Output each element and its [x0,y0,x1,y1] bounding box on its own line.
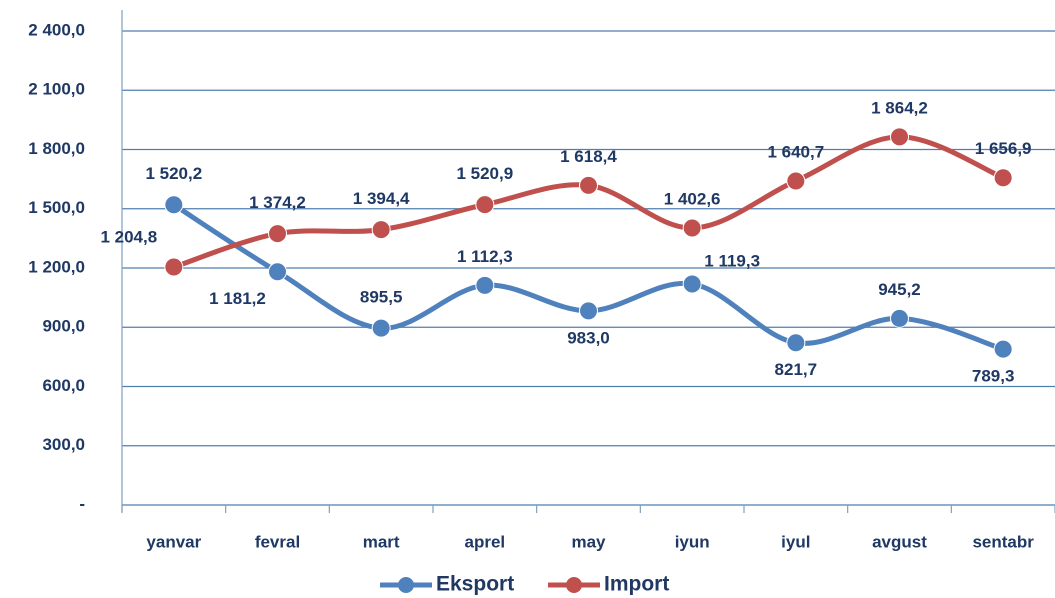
data-label: 895,5 [360,288,403,307]
data-label: 945,2 [878,280,921,299]
x-tick-label: yanvar [146,532,201,551]
data-label: 1 864,2 [871,98,928,117]
legend-label: Import [604,573,669,596]
legend-marker [566,577,582,593]
point [890,127,909,147]
point [786,171,806,191]
y-tick-label: 2 400,0 [28,20,85,39]
point [371,220,391,240]
data-label: 1 374,2 [249,193,306,212]
x-tick-label: fevral [255,532,300,551]
point [268,224,287,244]
data-label: 1 181,2 [209,289,266,308]
point [993,168,1013,188]
point [682,274,702,294]
y-tick-label: 900,0 [42,317,85,336]
y-tick-label: 600,0 [42,376,85,395]
point [164,195,184,215]
x-tick-label: sentabr [972,532,1034,551]
data-label: 1 112,3 [457,247,513,266]
data-label: 1 520,9 [456,164,513,183]
data-label: 1 640,7 [767,142,824,161]
x-tick-label: iyun [675,532,710,551]
x-tick-label: aprel [465,532,506,551]
data-label: 1 520,2 [145,164,202,183]
point [164,257,184,277]
data-label: 1 656,9 [975,139,1032,158]
y-tick-label: 2 100,0 [28,80,85,99]
y-tick-label: 1 200,0 [28,257,85,276]
point [475,195,495,215]
data-label: 1 394,4 [353,189,410,208]
point [993,339,1013,359]
point [890,308,909,328]
x-tick-label: mart [363,532,400,551]
data-label: 1 402,6 [664,189,721,208]
point [579,175,598,195]
point [682,218,702,238]
legend-marker [398,577,414,593]
y-tick-label: 300,0 [42,435,85,454]
data-label: 821,7 [775,360,818,379]
x-tick-label: may [571,532,606,551]
y-tick-label: - [79,494,85,513]
data-label: 1 204,8 [100,228,157,247]
data-label: 1 618,4 [560,147,617,166]
data-label: 1 119,3 [704,251,760,270]
data-label: 789,3 [972,367,1015,386]
point [786,333,806,353]
data-label: 983,0 [567,328,610,347]
x-tick-label: iyul [781,532,810,551]
x-tick-label: avgust [872,532,927,551]
y-tick-label: 1 500,0 [28,198,85,217]
point [475,275,495,295]
point [579,301,598,321]
point [268,262,287,282]
point [371,318,391,338]
y-tick-label: 1 800,0 [28,139,85,158]
legend-label: Eksport [436,573,514,596]
